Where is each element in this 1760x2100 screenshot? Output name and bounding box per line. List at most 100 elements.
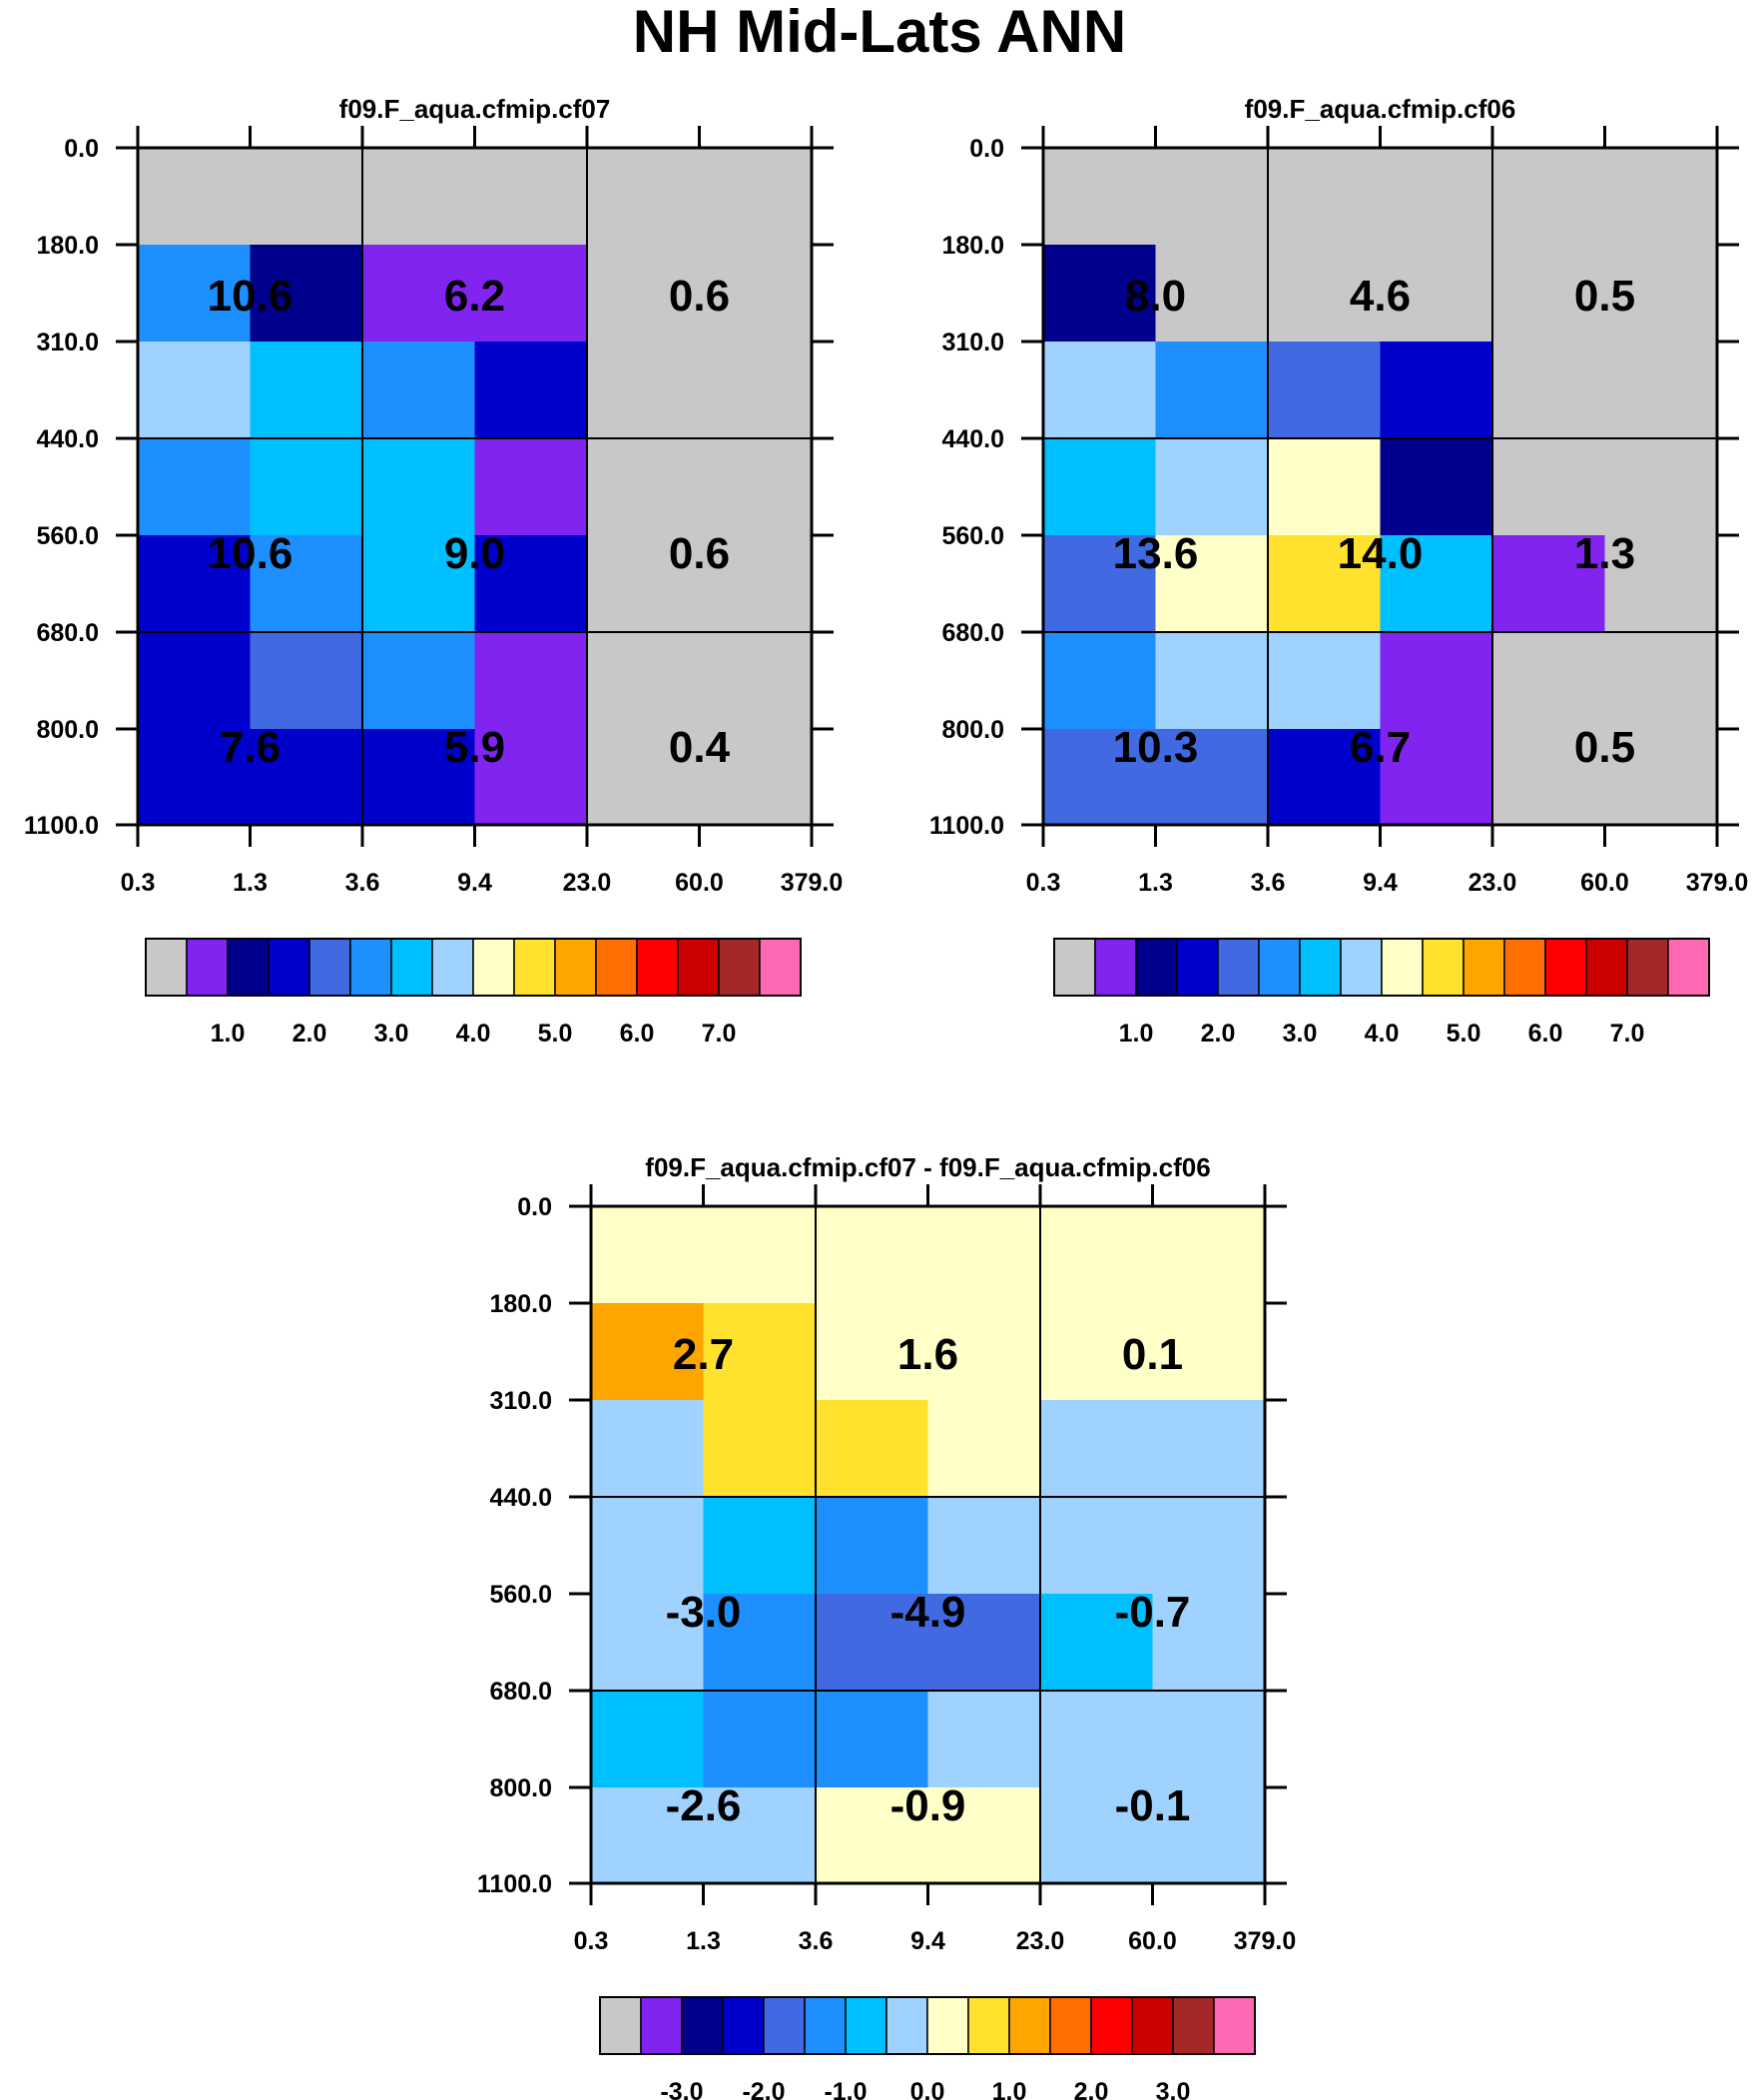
heatmap-cell <box>1155 245 1269 343</box>
x-tick-label: 1.3 <box>1138 869 1173 897</box>
heatmap-cell <box>1492 729 1606 826</box>
heatmap-cell <box>1043 729 1157 826</box>
heatmap-cell <box>703 1594 817 1692</box>
colorbar-swatch <box>1503 938 1546 997</box>
heatmap-cell <box>1268 438 1382 536</box>
summary-value: 10.3 <box>1113 723 1199 772</box>
heatmap-cell <box>699 535 813 633</box>
heatmap-cell <box>1604 632 1718 730</box>
heatmap-cell <box>362 729 476 826</box>
heatmap-cell <box>1492 245 1606 343</box>
heatmap-cell <box>474 148 588 246</box>
summary-value: -3.0 <box>666 1588 742 1637</box>
summary-value: 0.4 <box>669 723 731 772</box>
summary-value: 13.6 <box>1113 529 1199 578</box>
panel-title: f09.F_aqua.cfmip.cf07 - f09.F_aqua.cfmip… <box>645 1152 1210 1182</box>
colorbar-label: 2.0 <box>1201 1020 1236 1048</box>
colorbar-swatch <box>1131 1996 1174 2055</box>
y-tick-label: 310.0 <box>489 1387 552 1415</box>
x-tick-label: 9.4 <box>910 1927 945 1955</box>
colorbar-label: 1.0 <box>1119 1020 1154 1048</box>
colorbar-label: 1.0 <box>992 2078 1027 2100</box>
colorbar-label: 6.0 <box>620 1020 655 1048</box>
x-tick-label: 1.3 <box>233 869 268 897</box>
heatmap-cell <box>138 245 252 343</box>
heatmap-cell <box>138 535 252 633</box>
colorbar-swatch <box>1135 938 1178 997</box>
heatmap-cell <box>1604 245 1718 343</box>
colorbar-swatch <box>599 1996 642 2055</box>
heatmap-cell <box>1268 632 1382 730</box>
heatmap-cell <box>587 535 701 633</box>
heatmap-cell <box>474 245 588 343</box>
colorbar-swatch <box>186 938 229 997</box>
colorbar-swatch <box>845 1996 887 2055</box>
heatmap-cell <box>1152 1303 1266 1401</box>
heatmap-cell <box>1268 729 1382 826</box>
colorbar-swatch <box>227 938 270 997</box>
y-tick-label: 800.0 <box>489 1774 552 1802</box>
heatmap-cell <box>1043 245 1157 343</box>
colorbar-swatch <box>554 938 597 997</box>
summary-value: 9.0 <box>444 529 505 578</box>
heatmap-cell <box>1492 438 1606 536</box>
colorbar-swatch <box>722 1996 765 2055</box>
heatmap-cell <box>927 1691 1041 1788</box>
heatmap-cell <box>587 148 701 246</box>
summary-value: 0.6 <box>669 529 730 578</box>
colorbar-label: -1.0 <box>824 2078 867 2100</box>
x-tick-label: 60.0 <box>1128 1927 1177 1955</box>
heatmap-cell <box>474 632 588 730</box>
heatmap-cell <box>1380 535 1493 633</box>
colorbar-swatch <box>1340 938 1383 997</box>
colorbar-swatch <box>1381 938 1424 997</box>
heatmap-cell <box>1268 245 1382 343</box>
heatmap-cell <box>591 1691 705 1788</box>
heatmap-cell <box>362 632 476 730</box>
summary-value: 5.9 <box>444 723 505 772</box>
summary-value: 0.5 <box>1574 723 1635 772</box>
colorbar-frame <box>145 938 802 997</box>
x-tick-label: 379.0 <box>1234 1927 1297 1955</box>
y-tick-label: 180.0 <box>489 1290 552 1318</box>
colorbar-swatch <box>1049 1996 1092 2055</box>
heatmap-cell <box>703 1787 817 1884</box>
panel-title: f09.F_aqua.cfmip.cf06 <box>1245 94 1516 124</box>
heatmap-cell <box>1040 1787 1154 1884</box>
colorbar-swatch <box>308 938 351 997</box>
colorbar-swatch <box>1626 938 1669 997</box>
heatmap-cell <box>1152 1594 1266 1692</box>
heatmap-cell <box>362 342 476 439</box>
x-tick-label: 379.0 <box>781 869 844 897</box>
colorbar-swatch <box>677 938 720 997</box>
summary-value: -0.9 <box>890 1781 966 1830</box>
colorbar-swatch <box>1258 938 1301 997</box>
colorbar-swatch <box>759 938 802 997</box>
colorbar-label: 6.0 <box>1528 1020 1563 1048</box>
heatmap-cell <box>927 1497 1041 1595</box>
colorbar-swatch <box>1213 1996 1256 2055</box>
heatmap-cell <box>1380 342 1493 439</box>
heatmap-cell <box>927 1400 1041 1498</box>
heatmap-cell <box>699 342 813 439</box>
y-tick-label: 440.0 <box>941 425 1004 453</box>
heatmap-cell <box>591 1787 705 1884</box>
colorbar-swatch <box>763 1996 806 2055</box>
y-tick-label: 1100.0 <box>929 812 1004 840</box>
heatmap-cell <box>703 1303 817 1401</box>
x-tick-label: 379.0 <box>1686 869 1749 897</box>
y-tick-label: 1100.0 <box>24 812 99 840</box>
colorbar-label: 3.0 <box>1156 2078 1191 2100</box>
summary-value: -4.9 <box>890 1588 966 1637</box>
colorbar-label: 3.0 <box>374 1020 409 1048</box>
y-tick-label: 310.0 <box>36 329 99 356</box>
summary-value: 0.1 <box>1122 1330 1183 1379</box>
panel-difference: f09.F_aqua.cfmip.cf07 - f09.F_aqua.cfmip… <box>477 1152 1296 2100</box>
heatmap-cell <box>699 148 813 246</box>
y-tick-label: 180.0 <box>941 232 1004 260</box>
colorbar-label: 4.0 <box>456 1020 491 1048</box>
summary-value: 7.6 <box>220 723 281 772</box>
colorbar-swatch <box>1008 1996 1051 2055</box>
summary-value: 0.6 <box>669 272 730 321</box>
y-tick-label: 0.0 <box>969 135 1004 163</box>
